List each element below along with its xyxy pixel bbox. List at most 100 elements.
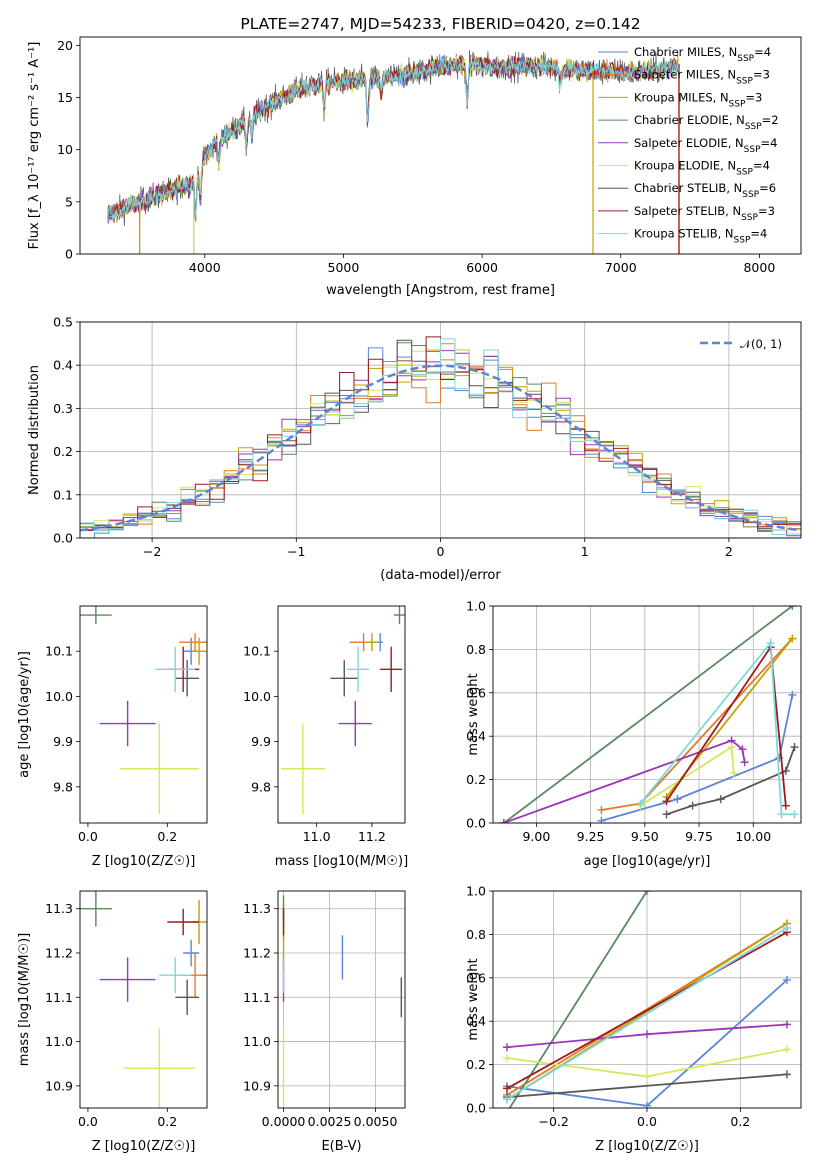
y-tick-label: 10.1	[243, 644, 271, 659]
series-marker	[597, 805, 606, 814]
series-marker	[688, 801, 697, 810]
y-tick-label: 10.0	[243, 689, 271, 704]
errorbar-kroupa_elodie	[280, 723, 325, 814]
series-salpeter_miles	[597, 634, 797, 814]
y-tick-label: 11.0	[45, 1034, 73, 1049]
x-tick-label: 11.0	[303, 829, 331, 844]
series-salpeter_elodie	[499, 736, 749, 823]
legend-label-gaussian: 𝒩(0, 1)	[740, 337, 782, 351]
x-tick-label: 0.0050	[354, 1114, 398, 1129]
x-tick-label: 6000	[466, 260, 498, 275]
legend: Chabrier MILES, NSSP=4 Salpeter MILES, NS…	[598, 45, 779, 246]
x-tick-label: 9.50	[631, 829, 659, 844]
y-tick-label: 11.0	[243, 1034, 271, 1049]
x-tick-label: 0.0	[637, 1114, 657, 1129]
y-tick-label: 9.8	[251, 779, 271, 794]
weight_vs_z-axes: −0.2 0.0 0.2 0.0 0.2 0.4 0.6 0.8 1.0 Z [log10(Z/Z…	[466, 884, 802, 1154]
x-tick-label: 0.0000	[262, 1114, 306, 1129]
series-marker	[788, 606, 797, 610]
axes-frame	[277, 890, 406, 1109]
y-tick-label: 11.2	[243, 946, 271, 961]
y-tick-label: 20	[57, 38, 73, 53]
y-tick-label: 11.1	[243, 990, 271, 1005]
errorbar-kroupa_miles	[191, 637, 207, 665]
axes-frame	[492, 890, 802, 1109]
y-tick-label: 10	[57, 142, 73, 157]
y-tick-label: 5	[65, 194, 73, 209]
series-marker	[597, 816, 606, 823]
errorbar-chabrier_miles	[377, 633, 383, 652]
x-tick-label: −0.2	[538, 1114, 568, 1129]
x-tick-label: 9.00	[522, 829, 550, 844]
errorbar-kroupa_elodie	[123, 1028, 196, 1108]
y-axis-label: Normed distribution	[27, 365, 42, 495]
series-line	[506, 927, 788, 1101]
y-tick-label: 0.8	[466, 642, 486, 657]
axes-frame	[79, 605, 208, 824]
mass_vs_z-axes: 0.0 0.2 10.9 11.0 11.1 11.2 11.3 Z [log10(Z/Z☉)…	[17, 890, 208, 1154]
series-marker	[783, 1070, 791, 1079]
series-line	[508, 891, 648, 1108]
series-marker	[673, 795, 682, 804]
y-tick-label: 0.6	[466, 970, 486, 985]
spectrum-salpeter_stelib	[107, 56, 679, 222]
y-tick-label: 0	[65, 247, 73, 262]
series-marker	[788, 634, 797, 643]
x-tick-label: 0.0	[78, 829, 98, 844]
legend-label-salpeter_elodie: Salpeter ELODIE, NSSP=4	[634, 136, 777, 155]
errorbar-chabrier_miles	[183, 939, 200, 967]
y-tick-label: 15	[57, 90, 73, 105]
series-marker	[788, 690, 797, 699]
x-axis-label: mass [log10(M/M☉)]	[275, 854, 408, 869]
y-tick-label: 10.0	[45, 689, 73, 704]
errorbar-chabrier_elodie	[80, 891, 112, 927]
series-marker	[499, 819, 508, 823]
y-tick-label: 11.2	[45, 946, 73, 961]
x-tick-label: 0.2	[730, 1114, 750, 1129]
x-tick-label: 10.00	[735, 829, 771, 844]
errorbar-chabrier_stelib	[330, 660, 359, 697]
y-tick-label: 0.0	[53, 531, 73, 546]
x-tick-label: 0.2	[157, 1114, 177, 1129]
axes-frame	[492, 605, 802, 824]
y-tick-label: 0.0	[466, 816, 486, 831]
y-tick-label: 0.5	[53, 315, 73, 330]
series-marker	[738, 745, 747, 754]
chart-title: PLATE=2747, MJD=54233, FIBERID=0420, z=0…	[240, 15, 640, 33]
errorbar-salpeter_elodie	[338, 700, 372, 747]
y-axis-label: mass weight	[466, 673, 481, 755]
y-tick-label: 9.8	[53, 779, 73, 794]
gaussian-curve	[80, 364, 801, 532]
series-marker	[727, 743, 736, 752]
x-axis-label: Z [log10(Z/Z☉)]	[92, 854, 196, 869]
x-tick-label: 11.2	[358, 829, 386, 844]
series-marker	[783, 1020, 791, 1029]
x-axis-label: wavelength [Angstrom, rest frame]	[326, 283, 555, 298]
series-marker	[643, 1030, 651, 1039]
legend-label-kroupa_miles: Kroupa MILES, NSSP=3	[634, 90, 762, 109]
series-marker	[643, 1101, 651, 1108]
series-line	[601, 637, 793, 811]
legend-label-salpeter_miles: Salpeter MILES, NSSP=3	[634, 68, 770, 87]
series-marker	[643, 1072, 651, 1081]
errorbar-chabrier_stelib	[175, 979, 200, 1015]
series-marker	[503, 1108, 511, 1116]
series-marker	[777, 810, 786, 819]
y-tick-label: 0.8	[466, 927, 486, 942]
series-line	[639, 640, 795, 816]
series-marker	[716, 795, 725, 804]
series-marker	[790, 810, 799, 819]
x-tick-label: 2	[725, 544, 733, 559]
y-axis-label: mass weight	[466, 958, 481, 1040]
x-axis-label: Z [log10(Z/Z☉)]	[92, 1139, 196, 1154]
series-line	[601, 694, 794, 822]
y-tick-label: 10.1	[45, 644, 73, 659]
x-tick-label: 0	[437, 544, 445, 559]
series-kroupa_elodie	[503, 1045, 791, 1081]
y-axis-label: age [log10(age/yr)]	[17, 651, 32, 778]
x-tick-label: −1	[287, 544, 305, 559]
series-kroupa_stelib	[636, 638, 799, 819]
series-line	[506, 1073, 788, 1099]
residuals-axes: −2 −1 0 1 2 0.0 0.1 0.2 0.3 0.4 0.5 𝒩(0, 1) (data-mo…	[27, 315, 802, 583]
y-tick-label: 0.4	[53, 358, 73, 373]
